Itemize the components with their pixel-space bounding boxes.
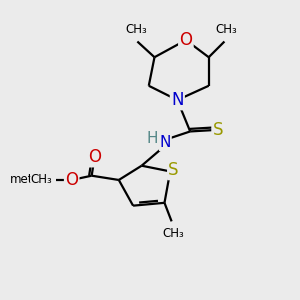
Text: N: N <box>160 135 171 150</box>
Text: N: N <box>171 91 184 109</box>
Text: methyl: methyl <box>10 173 51 187</box>
Text: S: S <box>213 121 223 139</box>
Text: O: O <box>88 148 101 166</box>
Text: O: O <box>179 31 192 49</box>
Text: H: H <box>146 130 158 146</box>
Text: CH₃: CH₃ <box>31 173 52 187</box>
Text: CH₃: CH₃ <box>125 23 147 36</box>
Text: O: O <box>65 171 78 189</box>
Text: S: S <box>168 161 179 179</box>
Text: CH₃: CH₃ <box>162 226 184 239</box>
Text: CH₃: CH₃ <box>215 23 237 36</box>
